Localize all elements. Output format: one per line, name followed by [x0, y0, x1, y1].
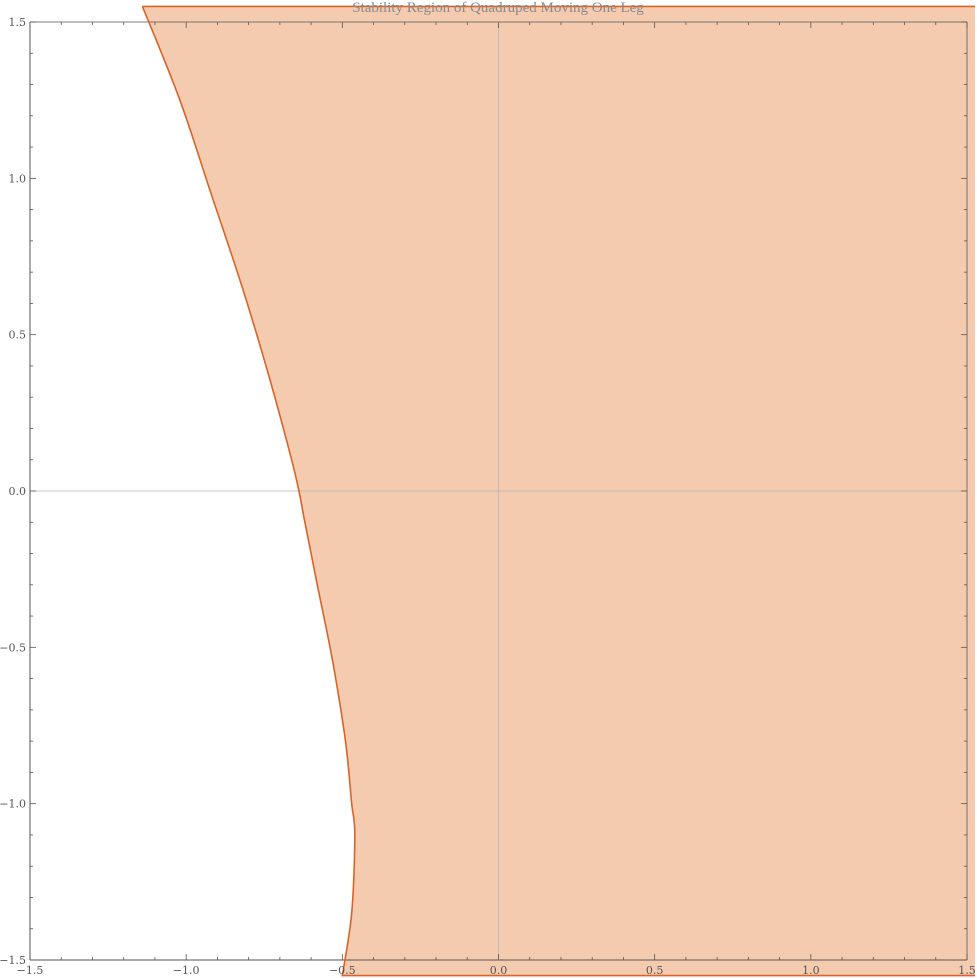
x-tick-label: −1.0: [173, 964, 200, 977]
x-tick-label: −0.5: [329, 964, 356, 977]
y-tick-label: −1.0: [0, 798, 26, 811]
x-tick-label: −1.5: [17, 964, 44, 977]
chart-title: Stability Region of Quadruped Moving One…: [352, 0, 644, 16]
ticks-group: −1.5 −1.0 −0.5 0.0 0.5 1.0 1.5 1.5 1.0 0.5 0.0 −0.5…: [0, 16, 976, 977]
x-tick-label: 0.0: [490, 964, 508, 977]
y-tick-label: −1.5: [0, 954, 26, 967]
y-tick-label: 1.5: [9, 16, 27, 29]
y-tick-label: 1.0: [9, 172, 27, 185]
y-tick-label: −0.5: [0, 641, 26, 654]
stable-region-boundary: [141, 5, 975, 977]
y-tick-label: 0.5: [9, 329, 27, 342]
x-tick-label: 1.0: [802, 964, 820, 977]
x-tick-label: 0.5: [646, 964, 664, 977]
x-tick-label: 1.5: [958, 964, 976, 977]
y-tick-label: 0.0: [9, 485, 27, 498]
